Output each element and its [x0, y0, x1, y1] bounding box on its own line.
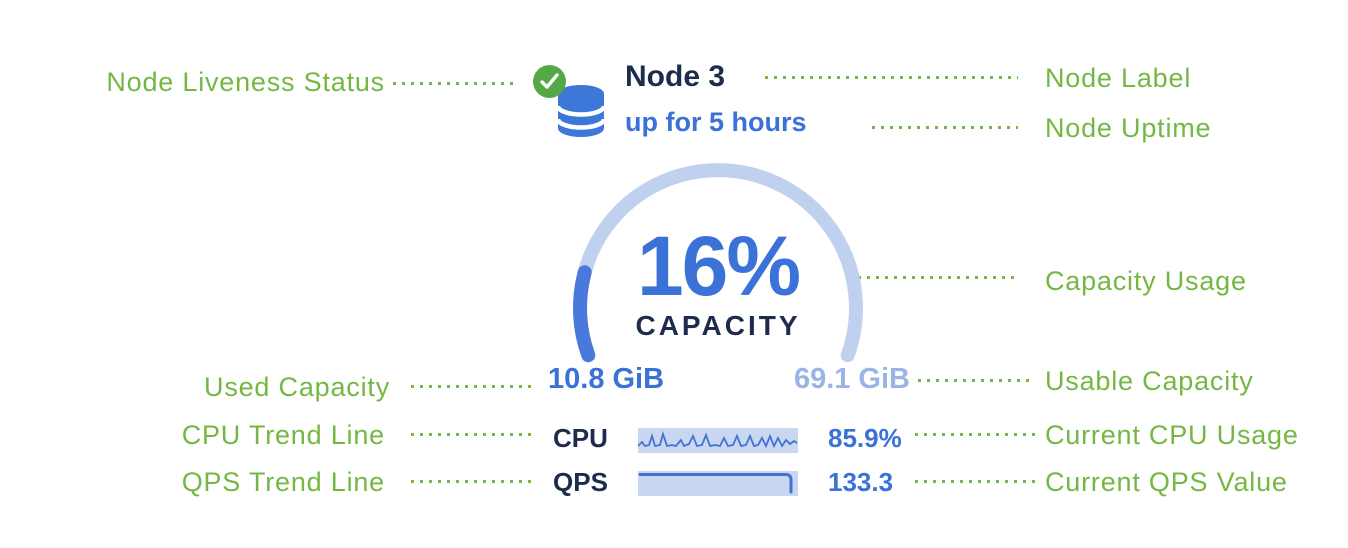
usable-capacity-value: 69.1 GiB	[793, 363, 910, 395]
leader-qps-trend-line	[411, 480, 535, 483]
leader-current-cpu-usage	[915, 433, 1035, 436]
node-uptime: up for 5 hours	[625, 107, 807, 137]
node-liveness-check-icon	[533, 65, 566, 98]
annotation-node-uptime: Node Uptime	[1045, 113, 1212, 143]
capacity-usage-percent: 16%	[636, 219, 801, 313]
current-qps-value: 133.3	[828, 467, 894, 497]
leader-node-uptime	[872, 126, 1018, 129]
annotation-qps-trend-line: QPS Trend Line	[181, 467, 385, 497]
annotation-used-capacity: Used Capacity	[204, 372, 390, 402]
cpu-trend-sparkline	[637, 428, 798, 458]
leader-current-qps-value	[915, 480, 1035, 483]
capacity-values-row: 10.8 GiB 69.1 GiB	[548, 363, 910, 395]
leader-cpu-trend-line	[411, 433, 535, 436]
capacity-gauge	[565, 155, 871, 375]
annotation-current-cpu-usage: Current CPU Usage	[1045, 420, 1299, 450]
leader-capacity-usage	[858, 276, 1020, 279]
capacity-caption: CAPACITY	[635, 310, 801, 341]
annotation-capacity-usage: Capacity Usage	[1045, 266, 1247, 296]
leader-usable-capacity	[918, 379, 1030, 382]
leader-node-liveness-status	[393, 82, 519, 85]
annotation-node-liveness-status: Node Liveness Status	[106, 67, 385, 97]
annotation-usable-capacity: Usable Capacity	[1045, 366, 1254, 396]
annotation-current-qps-value: Current QPS Value	[1045, 467, 1288, 497]
cpu-label: CPU	[553, 423, 608, 453]
leader-node-label	[765, 76, 1018, 79]
qps-trend-sparkline	[638, 471, 798, 501]
current-cpu-usage-value: 85.9%	[828, 423, 902, 453]
annotation-cpu-trend-line: CPU Trend Line	[181, 420, 385, 450]
annotation-node-label: Node Label	[1045, 63, 1192, 93]
used-capacity-value: 10.8 GiB	[548, 363, 665, 395]
database-icon	[555, 84, 607, 143]
qps-label: QPS	[553, 467, 608, 497]
leader-used-capacity	[411, 385, 535, 388]
node-label: Node 3	[625, 60, 726, 93]
